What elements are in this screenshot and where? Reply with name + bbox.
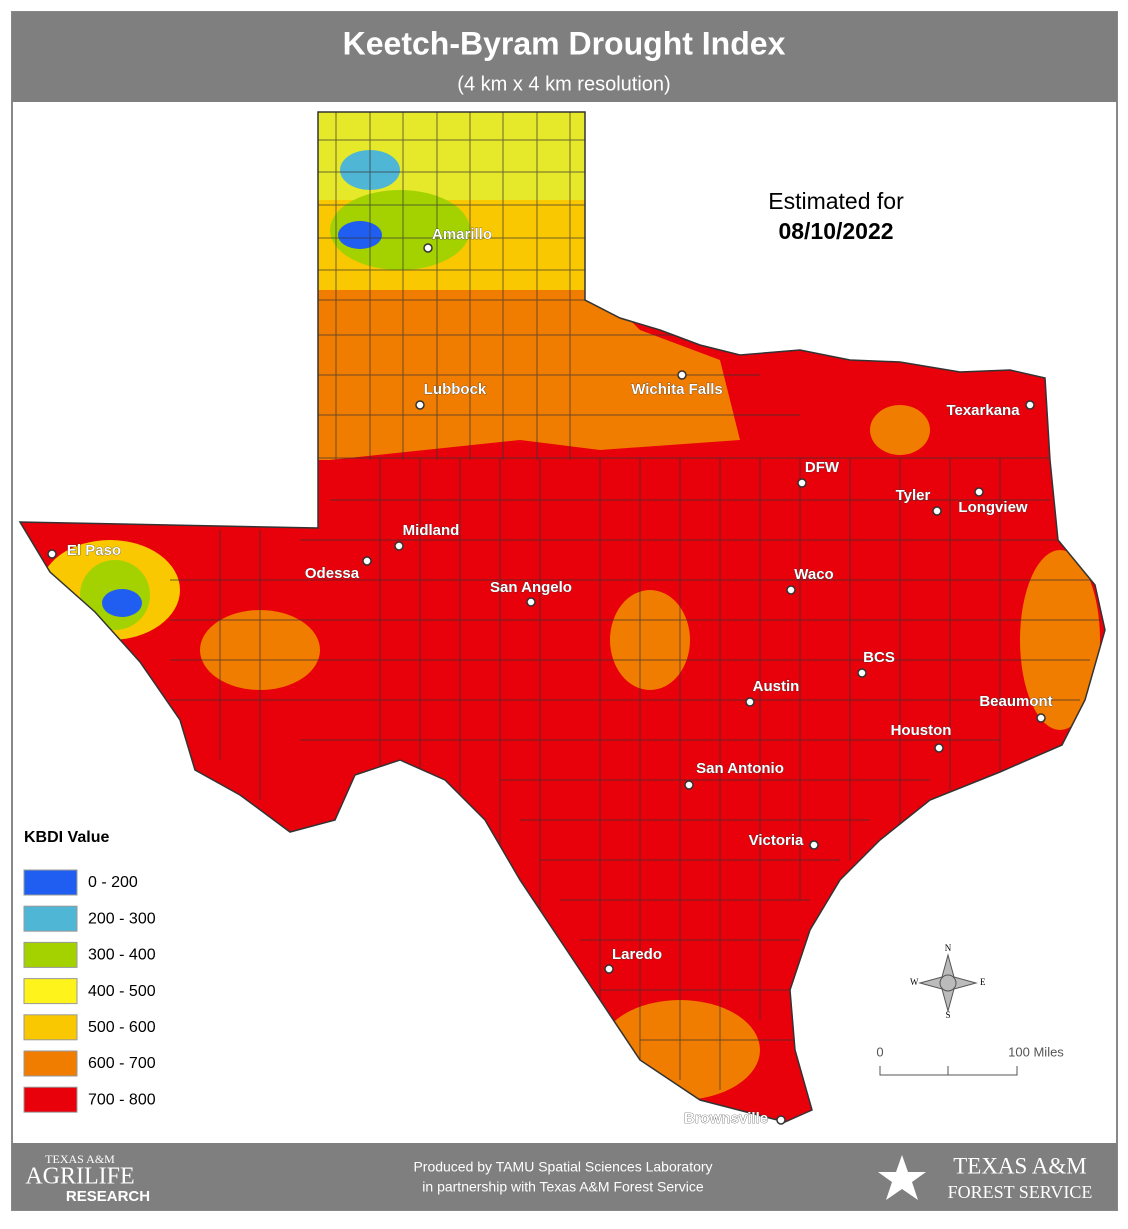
legend-swatch [23,905,78,932]
legend-swatch [23,1086,78,1113]
map-zone [870,405,930,455]
annotation-date: 08/10/2022 [778,218,893,244]
city-dot [526,597,536,607]
title: Keetch-Byram Drought Index [343,25,786,61]
city-label: Brownsville [684,1110,768,1127]
city-label: Longview [958,499,1028,516]
legend-swatch [23,1050,78,1077]
logo-star [878,1155,926,1200]
scale-line [879,1066,1018,1076]
scale-start: 0 [876,1044,883,1059]
legend: 0 - 200 200 - 300 300 - 400 400 - 500 500 - … [23,869,156,1113]
city-label: Wichita Falls [631,381,723,398]
logo-right-main: TEXAS A&M [953,1153,1087,1178]
city-label: Lubbock [424,381,487,398]
logo-left-main: AGRILIFE [25,1164,134,1190]
compass-n: N [945,943,952,953]
legend-title: KBDI Value [24,829,109,846]
city-label: San Angelo [490,579,572,596]
compass-rose [918,953,978,1013]
footer-band [12,1143,1117,1210]
city-dot [47,549,57,559]
city-label: BCS [863,649,895,666]
logo-right-sub: FOREST SERVICE [948,1182,1093,1202]
city-dot [809,840,819,850]
map-zone [330,190,470,270]
city-label: Odessa [305,565,360,582]
city-label: Waco [794,566,833,583]
city-label: Amarillo [432,226,492,243]
city-dot [1036,713,1046,723]
legend-swatch [23,1014,78,1041]
county-lines [170,112,1100,1090]
city-dot [776,1115,786,1125]
city-label: Texarkana [946,402,1020,419]
city-label: Beaumont [979,693,1052,710]
city-dot [974,487,984,497]
legend-swatch [23,941,78,968]
compass-e: E [980,977,986,987]
city-label: Tyler [896,487,931,504]
city-dot [423,243,433,253]
city-dot [684,780,694,790]
compass: N E S W [910,943,986,1020]
legend-label: 500 - 600 [88,1019,156,1036]
city-dot [786,585,796,595]
city-dot [677,370,687,380]
city-dot [394,541,404,551]
logo-left-top: TEXAS A&M [45,1152,115,1166]
scale-end: 100 Miles [1008,1044,1064,1059]
map-zone [1020,550,1100,730]
city-dot [1025,400,1035,410]
legend-label: 400 - 500 [88,983,156,1000]
city-dot [934,743,944,753]
legend-label: 700 - 800 [88,1091,156,1108]
city-label: San Antonio [696,760,784,777]
map-zone [338,221,382,249]
map-zone [610,590,690,690]
compass-w: W [910,977,919,987]
city-dot [362,556,372,566]
cities: Amarillo Lubbock Wichita Falls Texarkana DFW… [47,226,1053,1127]
logo-left-sub: RESEARCH [66,1188,150,1205]
map-zone [102,589,142,617]
header-band [12,12,1117,102]
city-dot [797,478,807,488]
legend-label: 600 - 700 [88,1055,156,1072]
city-label: El Paso [67,542,121,559]
map-zone [300,112,600,200]
city-label: Houston [891,722,952,739]
credit-line-1: Produced by TAMU Spatial Sciences Labora… [413,1159,712,1175]
legend-label: 200 - 300 [88,910,156,927]
city-dot [745,697,755,707]
annotation: Estimated for [768,188,904,214]
city-dot [415,400,425,410]
city-label: Midland [403,522,460,539]
credit-line-2: in partnership with Texas A&M Forest Ser… [422,1179,704,1195]
legend-swatch [23,978,78,1005]
city-label: Laredo [612,946,662,963]
scale-bar: 0 100 Miles [876,1044,1064,1076]
city-label: DFW [805,459,840,476]
city-dot [604,964,614,974]
compass-ring [939,974,957,992]
city-label: Victoria [749,832,804,849]
city-dot [932,506,942,516]
city-dot [857,668,867,678]
legend-label: 0 - 200 [88,874,138,891]
subtitle: (4 km x 4 km resolution) [457,73,670,95]
city-label: Austin [753,678,800,695]
legend-swatch [23,869,78,896]
legend-label: 300 - 400 [88,947,156,964]
compass-s: S [945,1010,950,1020]
